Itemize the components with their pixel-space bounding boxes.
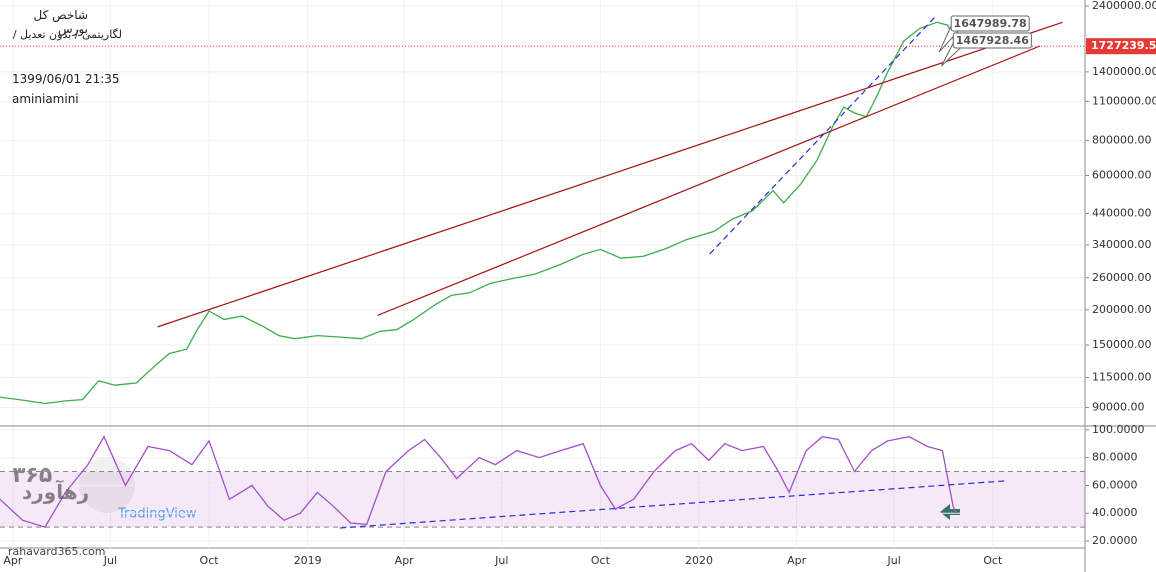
last-price-box — [1086, 38, 1156, 55]
trend-line — [157, 21, 1063, 328]
watermark-site: rahavard365.com — [8, 545, 106, 558]
callout-pointer — [938, 25, 960, 53]
y-tick-label: 40.0000 — [1092, 506, 1138, 519]
x-tick-label: Apr — [395, 554, 415, 567]
callout-box — [952, 32, 1032, 49]
series-line — [0, 435, 957, 528]
x-tick-label: Oct — [983, 554, 1003, 567]
arrow-icon — [940, 504, 960, 520]
y-tick-label: 60.0000 — [1092, 478, 1138, 491]
watermark-brand: رهآورد — [22, 480, 90, 504]
callout-label: 1647989.78 — [954, 17, 1027, 30]
x-tick-label: Jul — [887, 554, 901, 567]
x-tick-label: Oct — [200, 554, 220, 567]
chart-title: شاخص کل بورس — [33, 8, 88, 36]
y-tick-label: 260000.00 — [1092, 271, 1152, 284]
y-tick-label: 1400000.00 — [1092, 65, 1156, 78]
y-tick-label: 20.0000 — [1092, 534, 1138, 547]
chart-subtitle: لگاریتمی / بدون تعدیل / — [12, 28, 122, 41]
x-tick-label: 2019 — [294, 554, 322, 567]
annotation: 1399/06/01 21:35 — [12, 72, 120, 86]
y-tick-label: 200000.00 — [1092, 303, 1152, 316]
trend-line — [339, 480, 1005, 529]
x-tick-label: Jul — [494, 554, 508, 567]
y-tick-label: 340000.00 — [1092, 238, 1152, 251]
x-tick-label: Apr — [3, 554, 23, 567]
trend-line — [709, 15, 937, 255]
last-price-label: 1727239.52 — [1091, 39, 1156, 52]
x-tick-label: Oct — [591, 554, 611, 567]
x-tick-label: Apr — [787, 554, 807, 567]
y-tick-label: 150000.00 — [1092, 338, 1152, 351]
y-tick-label: 90000.00 — [1092, 401, 1145, 414]
y-tick-label: 800000.00 — [1092, 133, 1152, 146]
rsi-band — [0, 471, 1085, 528]
y-tick-label: 80.0000 — [1092, 451, 1138, 464]
x-tick-label: Jul — [103, 554, 117, 567]
x-tick-label: 2020 — [685, 554, 713, 567]
watermark-number: ۳۶۵ — [12, 463, 52, 488]
trend-line — [377, 45, 1041, 317]
y-tick-label: 115000.00 — [1092, 371, 1152, 384]
watermark-platform: TradingView — [117, 507, 197, 522]
callout-pointer — [940, 42, 962, 67]
y-tick-label: 600000.00 — [1092, 168, 1152, 181]
callout-box — [950, 15, 1030, 32]
y-tick-label: 2400000.00 — [1092, 0, 1156, 12]
annotation: aminiamini — [12, 92, 79, 106]
callout-label: 1467928.46 — [956, 34, 1029, 47]
y-tick-label: 1100000.00 — [1092, 94, 1156, 107]
y-tick-label: 440000.00 — [1092, 206, 1152, 219]
series-line — [0, 21, 957, 405]
y-tick-label: 100.0000 — [1092, 423, 1145, 436]
